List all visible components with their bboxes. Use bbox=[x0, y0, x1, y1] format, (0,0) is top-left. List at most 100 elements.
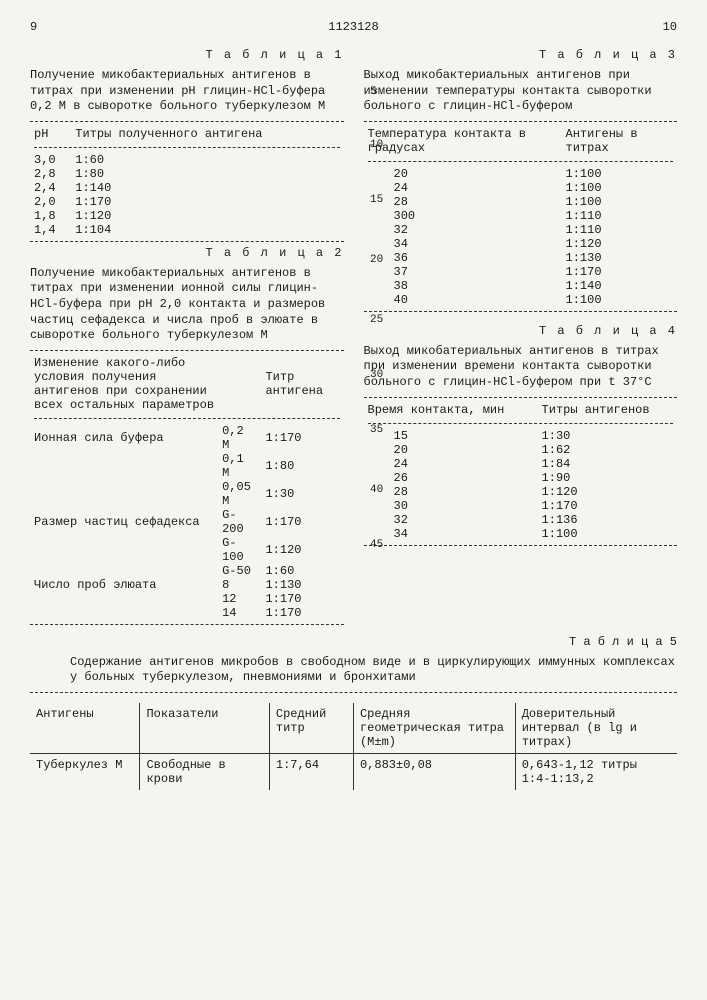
group-name: Ионная сила буфера bbox=[30, 424, 218, 452]
cell: 1,4 bbox=[30, 223, 71, 237]
table4: Время контакта, минТитры антигенов 151:3… bbox=[364, 402, 678, 541]
cell: 20 bbox=[364, 443, 538, 457]
table1-caption: Получение микобактериальных антигенов в … bbox=[30, 68, 344, 115]
cell: 1:60 bbox=[71, 153, 343, 167]
cell: 1:110 bbox=[562, 223, 677, 237]
doc-number: 1123128 bbox=[80, 20, 627, 34]
cell: 1:100 bbox=[562, 181, 677, 195]
cell: 1:80 bbox=[71, 167, 343, 181]
cell: 1:170 bbox=[538, 499, 677, 513]
cell: 28 bbox=[364, 195, 562, 209]
cell: 1:84 bbox=[538, 457, 677, 471]
cell: 0,643-1,12 титры 1:4-1:13,2 bbox=[515, 753, 677, 790]
cell: 1:104 bbox=[71, 223, 343, 237]
line-marker: 30 bbox=[370, 369, 383, 381]
page-header: 9 1123128 10 bbox=[30, 20, 677, 34]
cell: G-100 bbox=[218, 536, 261, 564]
cell: 1:90 bbox=[538, 471, 677, 485]
table3: Температура контакта в градусахАнтигены … bbox=[364, 126, 678, 307]
cell: 1:100 bbox=[562, 167, 677, 181]
cell: 24 bbox=[364, 181, 562, 195]
cell: 1:100 bbox=[538, 527, 677, 541]
cell: 0,2 М bbox=[218, 424, 261, 452]
cell: 2,4 bbox=[30, 181, 71, 195]
cell: 0,883±0,08 bbox=[353, 753, 515, 790]
group-name: Число проб элюата bbox=[30, 578, 218, 592]
cell: 1:170 bbox=[261, 592, 343, 606]
cell: Туберкулез М bbox=[30, 753, 140, 790]
table5-h4: Средняя геометрическая титра (M±m) bbox=[353, 703, 515, 754]
cell: 0,1 М bbox=[218, 452, 261, 480]
cell: 1:120 bbox=[261, 536, 343, 564]
cell: Свободные в крови bbox=[140, 753, 269, 790]
cell: 1:170 bbox=[261, 508, 343, 536]
cell: 14 bbox=[218, 606, 261, 620]
cell: 1:7,64 bbox=[269, 753, 353, 790]
cell: 36 bbox=[364, 251, 562, 265]
cell: 26 bbox=[364, 471, 538, 485]
cell: G-50 bbox=[218, 564, 261, 578]
cell: 34 bbox=[364, 527, 538, 541]
table2-col2: Титр антигена bbox=[261, 355, 343, 413]
table1-col2: Титры полученного антигена bbox=[71, 126, 343, 142]
cell: 1:136 bbox=[538, 513, 677, 527]
group-name: Размер частиц сефадекса bbox=[30, 508, 218, 536]
table2-caption: Получение микобактериальных антигенов в … bbox=[30, 266, 344, 344]
cell: 40 bbox=[364, 293, 562, 307]
line-marker: 25 bbox=[370, 314, 383, 326]
line-marker: 45 bbox=[370, 539, 383, 551]
table3-label: Т а б л и ц а 3 bbox=[364, 48, 678, 62]
cell: G-200 bbox=[218, 508, 261, 536]
cell: 1:130 bbox=[562, 251, 677, 265]
cell: 38 bbox=[364, 279, 562, 293]
cell: 32 bbox=[364, 223, 562, 237]
table4-col2: Титры антигенов bbox=[538, 402, 677, 418]
line-marker: 5 bbox=[370, 86, 377, 98]
table3-col2: Антигены в титрах bbox=[562, 126, 677, 156]
cell: 28 bbox=[364, 485, 538, 499]
table5-caption: Содержание антигенов микробов в свободно… bbox=[30, 655, 677, 686]
cell: 1:110 bbox=[562, 209, 677, 223]
left-column: Т а б л и ц а 1 Получение микобактериаль… bbox=[30, 44, 344, 629]
table2-label: Т а б л и ц а 2 bbox=[30, 246, 344, 260]
line-marker: 15 bbox=[370, 194, 383, 206]
table5-h2: Показатели bbox=[140, 703, 269, 754]
table4-label: Т а б л и ц а 4 bbox=[364, 324, 678, 338]
cell: 0,05 М bbox=[218, 480, 261, 508]
cell: 1:100 bbox=[562, 195, 677, 209]
cell: 1:30 bbox=[538, 429, 677, 443]
table5-h1: Антигены bbox=[30, 703, 140, 754]
table3-col1: Температура контакта в градусах bbox=[364, 126, 562, 156]
table5-label: Т а б л и ц а 5 bbox=[30, 635, 677, 649]
line-marker: 35 bbox=[370, 424, 383, 436]
cell: 24 bbox=[364, 457, 538, 471]
cell: 1:130 bbox=[261, 578, 343, 592]
table1-col1: pH bbox=[30, 126, 71, 142]
table4-col1: Время контакта, мин bbox=[364, 402, 538, 418]
line-marker: 40 bbox=[370, 484, 383, 496]
line-marker: 10 bbox=[370, 139, 383, 151]
cell: 1:140 bbox=[71, 181, 343, 195]
table4-caption: Выход микобатериальных антигенов в титра… bbox=[364, 344, 678, 391]
cell: 1:80 bbox=[261, 452, 343, 480]
table3-caption: Выход микобактериальных антигенов при из… bbox=[364, 68, 678, 115]
cell: 8 bbox=[218, 578, 261, 592]
cell: 1:100 bbox=[562, 293, 677, 307]
right-page-num: 10 bbox=[627, 20, 677, 34]
line-marker: 20 bbox=[370, 254, 383, 266]
cell: 1:120 bbox=[562, 237, 677, 251]
cell: 34 bbox=[364, 237, 562, 251]
table2: Изменение какого-либо условия получения … bbox=[30, 355, 344, 620]
cell: 1:62 bbox=[538, 443, 677, 457]
cell: 1:120 bbox=[71, 209, 343, 223]
cell: 30 bbox=[364, 499, 538, 513]
left-page-num: 9 bbox=[30, 20, 80, 34]
cell: 1:140 bbox=[562, 279, 677, 293]
cell: 2,8 bbox=[30, 167, 71, 181]
cell: 1,8 bbox=[30, 209, 71, 223]
cell: 1:170 bbox=[261, 606, 343, 620]
cell: 1:170 bbox=[261, 424, 343, 452]
table2-col1: Изменение какого-либо условия получения … bbox=[30, 355, 218, 413]
right-column: Т а б л и ц а 3 Выход микобактериальных … bbox=[364, 44, 678, 629]
cell: 1:170 bbox=[562, 265, 677, 279]
